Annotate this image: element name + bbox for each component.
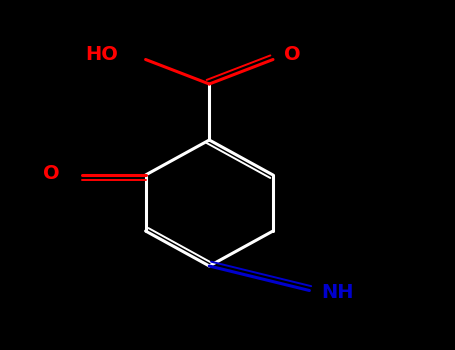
Text: O: O: [42, 164, 59, 183]
Text: HO: HO: [86, 45, 118, 64]
Text: O: O: [284, 45, 301, 64]
Text: NH: NH: [321, 283, 353, 302]
